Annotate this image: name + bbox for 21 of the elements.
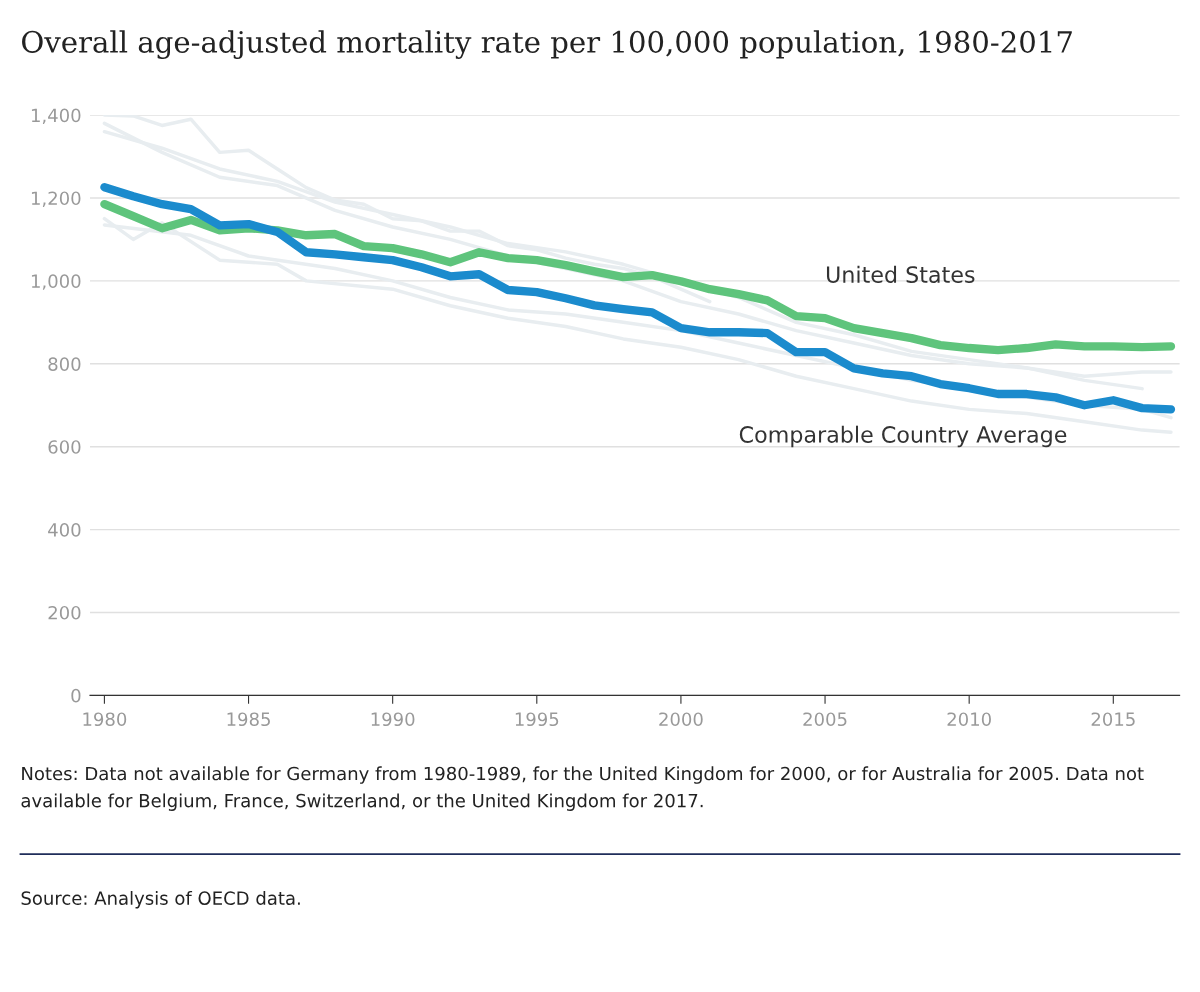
x-tick-label: 1995 (515, 712, 559, 727)
x-tick-label: 1985 (227, 712, 270, 727)
y-tick-label: 1,400 (31, 108, 81, 125)
x-tick-label: 2005 (803, 712, 847, 727)
y-tick-label: 1,200 (31, 191, 81, 207)
x-tick-label: 2000 (659, 712, 703, 727)
series-label: United States (826, 265, 975, 283)
y-tick-label: 200 (48, 605, 81, 620)
y-tick-label: 1,000 (31, 274, 81, 290)
source-note: Source: Analysis of OECD data. (21, 891, 300, 909)
x-tick-label: 1990 (371, 712, 415, 727)
series-label: Comparable Country Average (739, 425, 1067, 448)
x-tick-label: 1980 (83, 712, 127, 727)
text: Notes: Data not available for Germany from 1980-1989, for the United Kingdom for 2000, or for Australia for 2005. Data not available for Belgium, France, Switzerland, or the United Kingdom for 2017. (21, 766, 1144, 811)
x-tick-label: 2010 (947, 712, 991, 727)
y-tick-label: 400 (48, 523, 81, 537)
y-tick-label: 0 (71, 688, 81, 703)
y-tick-label: 600 (48, 440, 81, 454)
chart-title: Overall age-adjusted mortality rate per 100,000 population, 1980-2017 (22, 30, 1072, 59)
y-tick-label: 800 (48, 357, 81, 371)
x-tick-label: 2015 (1091, 712, 1135, 727)
